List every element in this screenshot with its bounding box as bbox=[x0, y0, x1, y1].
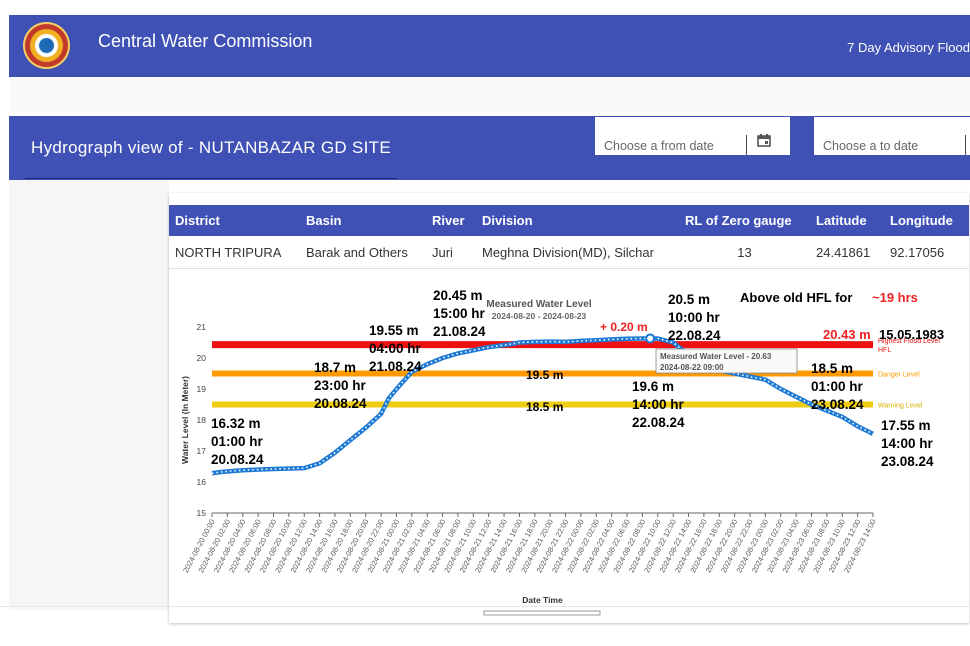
point-annotation: 23:00 hr bbox=[314, 378, 367, 393]
point-annotation: 19.6 m bbox=[632, 379, 674, 394]
chart-title: Measured Water Level bbox=[486, 299, 591, 310]
y-tick-label: 21 bbox=[197, 322, 207, 332]
field-divider bbox=[965, 135, 966, 155]
cell-district: NORTH TRIPURA bbox=[169, 236, 300, 269]
table-header-row: District Basin River Division RL of Zero… bbox=[169, 205, 969, 236]
point-annotation: 14:00 hr bbox=[881, 436, 934, 451]
point-annotation: 01:00 hr bbox=[811, 379, 864, 394]
excess-label: + 0.20 m bbox=[600, 320, 648, 334]
to-date-placeholder: Choose a to date bbox=[823, 139, 919, 153]
tooltip-title: Measured Water Level - 20.63 bbox=[660, 352, 772, 361]
table-row: NORTH TRIPURA Barak and Others Juri Megh… bbox=[169, 236, 969, 269]
left-panel bbox=[9, 180, 169, 610]
point-annotation: 23.08.24 bbox=[881, 454, 934, 469]
y-tick-label: 19 bbox=[197, 384, 207, 394]
toolbar-spacer bbox=[9, 77, 970, 113]
hfl-value-label: 20.43 m bbox=[823, 327, 871, 342]
hfl-date-label: 15.05.1983 bbox=[879, 327, 944, 342]
highlighted-point bbox=[645, 333, 656, 344]
y-tick-label: 17 bbox=[197, 446, 207, 456]
y-tick-label: 16 bbox=[197, 477, 207, 487]
field-divider bbox=[746, 135, 747, 155]
chart-subtitle: 2024-08-20 - 2024-08-23 bbox=[492, 311, 587, 321]
cell-basin: Barak and Others bbox=[300, 236, 426, 269]
page-title: Hydrograph view of - NUTANBAZAR GD SITE bbox=[31, 138, 391, 157]
danger-legend-label: Danger Level bbox=[878, 372, 920, 379]
point-annotation: 21.08.24 bbox=[433, 324, 486, 339]
warning-legend-label: Warning Level bbox=[878, 403, 923, 410]
y-tick-label: 20 bbox=[197, 353, 207, 363]
y-tick-label: 15 bbox=[197, 508, 207, 518]
cell-longitude: 92.17056 bbox=[884, 236, 969, 269]
hfl-annotation: Above old HFL for bbox=[740, 290, 852, 305]
col-latitude: Latitude bbox=[810, 205, 884, 236]
point-annotation: 16.32 m bbox=[211, 416, 261, 431]
cell-rl-zero: 13 bbox=[679, 236, 810, 269]
series-line bbox=[211, 336, 875, 476]
to-date-field[interactable]: Choose a to date bbox=[814, 117, 970, 155]
col-river: River bbox=[426, 205, 476, 236]
col-rl-zero: RL of Zero gauge bbox=[679, 205, 810, 236]
app-bar: Central Water Commission 7 Day Advisory … bbox=[9, 15, 970, 77]
col-basin: Basin bbox=[300, 205, 426, 236]
cell-river: Juri bbox=[426, 236, 476, 269]
cwc-logo bbox=[23, 22, 70, 69]
tooltip-time: 2024-08-22 09:00 bbox=[660, 363, 724, 372]
hydrograph-header: Hydrograph view of - NUTANBAZAR GD SITE … bbox=[9, 116, 970, 180]
point-annotation: 20.45 m bbox=[433, 288, 483, 303]
col-division: Division bbox=[476, 205, 679, 236]
y-axis-label: Water Level (In Meter) bbox=[180, 376, 190, 464]
cell-division: Meghna Division(MD), Silchar bbox=[476, 236, 679, 269]
page-divider bbox=[0, 606, 970, 607]
chart-scrollbar bbox=[483, 610, 601, 616]
col-district: District bbox=[169, 205, 300, 236]
point-annotation: 18.7 m bbox=[314, 360, 356, 375]
tooltip-box bbox=[655, 348, 798, 374]
point-annotation: 14:00 hr bbox=[632, 397, 685, 412]
calendar-icon[interactable] bbox=[757, 134, 771, 147]
hydrograph-chart-container: 15 16 17 18 19 20 21 Water Level (In Meter) 2024… bbox=[169, 286, 970, 616]
point-annotation: 20.08.24 bbox=[314, 396, 367, 411]
point-annotation: 22.08.24 bbox=[668, 328, 721, 343]
from-date-field[interactable]: Choose a from date bbox=[595, 117, 790, 155]
station-info-table: District Basin River Division RL of Zero… bbox=[169, 205, 969, 269]
col-longitude: Longitude bbox=[884, 205, 969, 236]
from-date-placeholder: Choose a from date bbox=[604, 139, 714, 153]
cell-latitude: 24.41861 bbox=[810, 236, 884, 269]
point-annotation: 04:00 hr bbox=[369, 341, 422, 356]
hfl-duration: ~19 hrs bbox=[872, 290, 918, 305]
point-annotation: 22.08.24 bbox=[632, 415, 685, 430]
point-annotation: 20.5 m bbox=[668, 292, 710, 307]
point-annotation: 20.08.24 bbox=[211, 452, 264, 467]
point-annotation: 10:00 hr bbox=[668, 310, 721, 325]
app-title: Central Water Commission bbox=[98, 31, 313, 51]
point-annotation: 19.55 m bbox=[369, 323, 419, 338]
danger-value-label: 19.5 m bbox=[526, 368, 563, 382]
x-axis-label: Date Time bbox=[522, 595, 563, 605]
advisory-link[interactable]: 7 Day Advisory Flood bbox=[847, 40, 970, 55]
point-annotation: 18.5 m bbox=[811, 361, 853, 376]
hydrograph-chart[interactable]: 15 16 17 18 19 20 21 Water Level (In Meter) 2024… bbox=[169, 286, 970, 616]
hfl-legend-label: Highest Flood Level bbox=[878, 338, 940, 345]
point-annotation: 21.08.24 bbox=[369, 359, 422, 374]
y-tick-label: 18 bbox=[197, 415, 207, 425]
hfl-legend-label: HFL bbox=[878, 347, 891, 354]
point-annotation: 01:00 hr bbox=[211, 434, 264, 449]
point-annotation: 15:00 hr bbox=[433, 306, 486, 321]
warning-value-label: 18.5 m bbox=[526, 400, 563, 414]
point-annotation: 17.55 m bbox=[881, 418, 931, 433]
title-underline bbox=[25, 178, 397, 179]
point-annotation: 23.08.24 bbox=[811, 397, 864, 412]
